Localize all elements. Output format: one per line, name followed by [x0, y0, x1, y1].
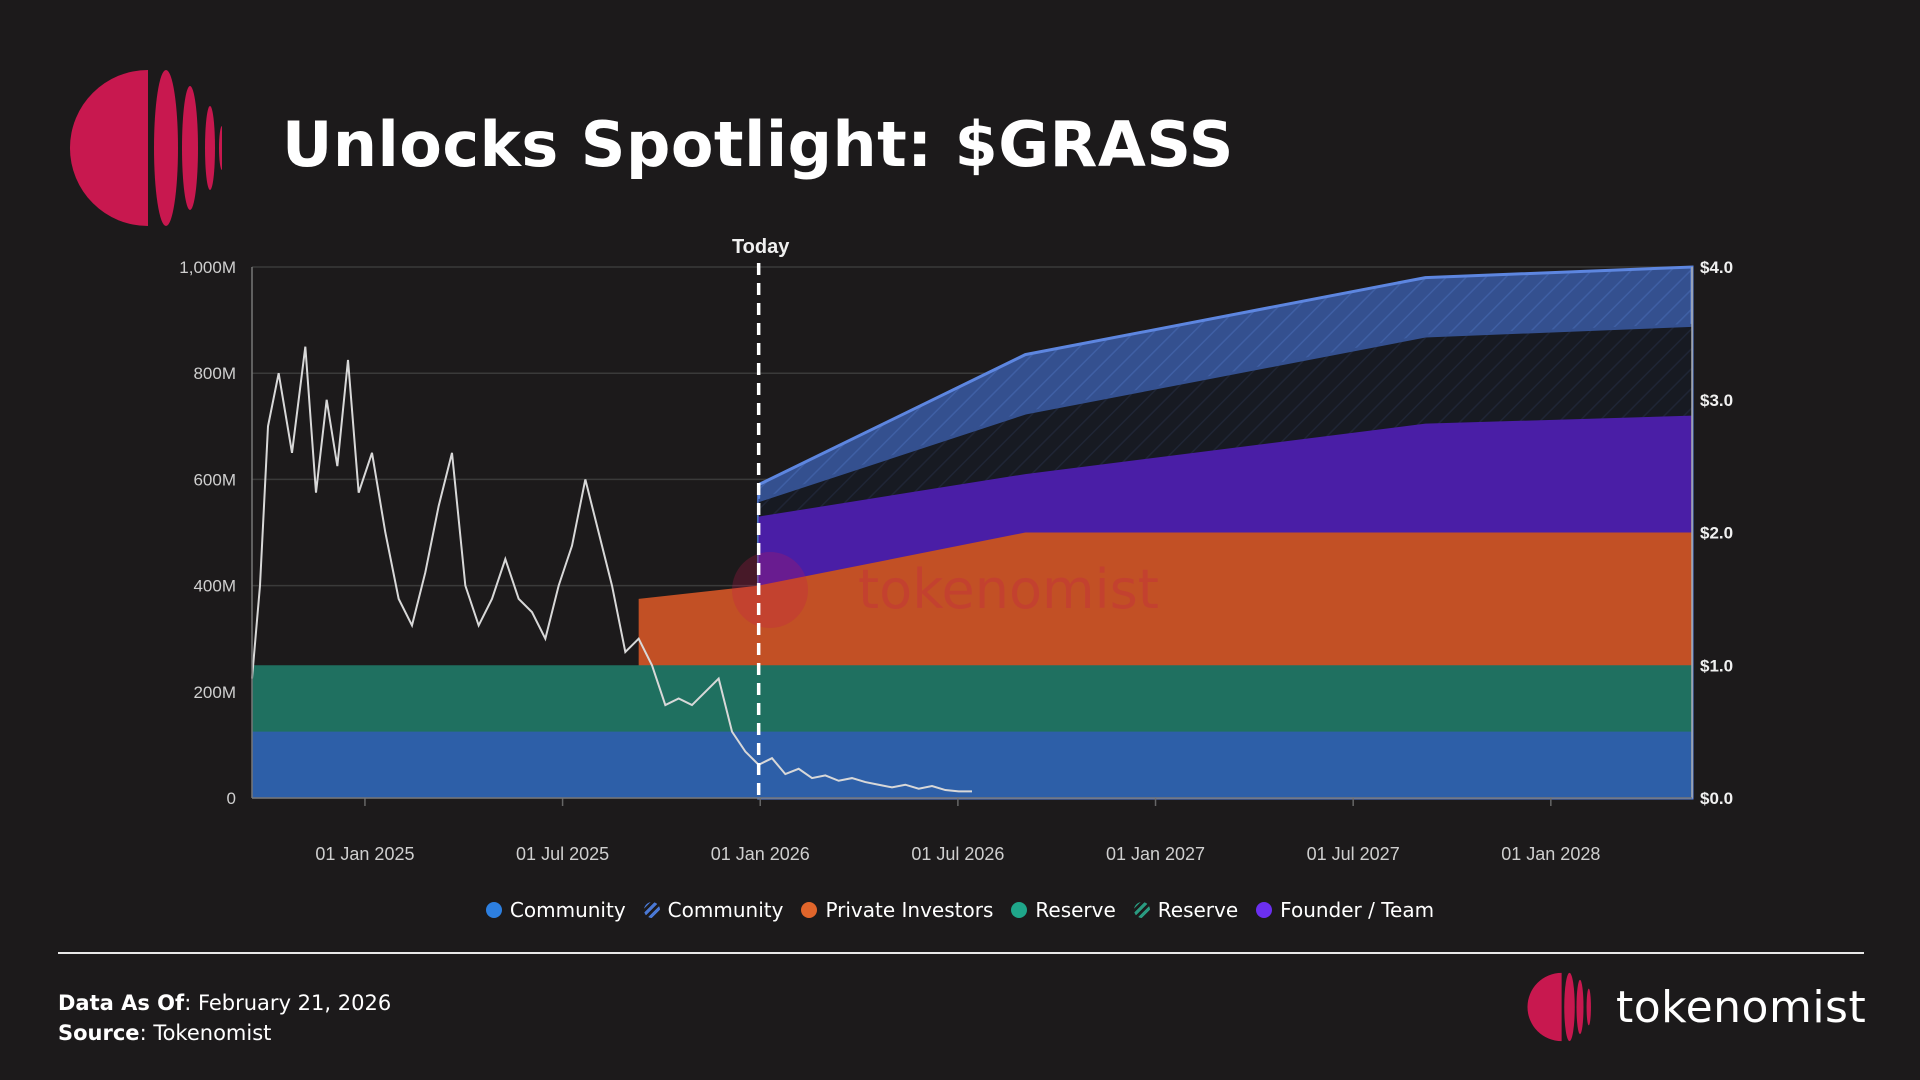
legend-swatch [643, 902, 660, 918]
x-tick-label: 01 Jan 2028 [1501, 844, 1600, 864]
x-tick-label: 01 Jul 2025 [516, 844, 609, 864]
legend-item[interactable]: Founder / Team [1256, 898, 1434, 922]
y-right-tick-label: $2.0 [1700, 524, 1733, 543]
y-left-tick-label: 600M [193, 470, 236, 489]
legend-label: Founder / Team [1280, 898, 1435, 922]
hatched-reserve-outline [758, 323, 1693, 503]
x-tick-label: 01 Jul 2027 [1307, 844, 1400, 864]
data-as-of-value: : February 21, 2026 [184, 991, 392, 1015]
y-right-tick-label: $4.0 [1700, 258, 1733, 277]
legend-item[interactable]: Community [485, 898, 626, 922]
x-tick-label: 01 Jul 2026 [911, 844, 1004, 864]
today-label: Today [732, 236, 790, 258]
legend-label: Community [667, 898, 784, 922]
legend-swatch [485, 902, 502, 918]
x-tick-label: 01 Jan 2026 [711, 844, 810, 864]
y-right-tick-label: $0.0 [1700, 789, 1733, 808]
legend-swatch [801, 902, 818, 918]
chart-legend: Community Community Private Investors Reser… [0, 898, 1920, 922]
brand-mark: tokenomist [1524, 972, 1866, 1042]
area-community-solid [252, 731, 1692, 798]
axes: 0 200M 400M 600M 800M 1,000M $0.0 $1.0 $2.0 $3.0 $… [179, 258, 1733, 864]
footer-divider [58, 952, 1864, 954]
legend-label: Community [509, 898, 626, 922]
price-line [251, 346, 972, 793]
legend-item[interactable]: Community [643, 898, 784, 922]
y-left-tick-label: 0 [227, 789, 236, 808]
watermark-text: tokenomist [858, 558, 1159, 621]
brand-name: tokenomist [1616, 981, 1867, 1033]
y-left-tick-label: 1,000M [179, 258, 236, 277]
legend-swatch [1011, 902, 1028, 918]
area-series [252, 265, 1694, 800]
watermark: tokenomist [732, 552, 1159, 628]
source-value: : Tokenomist [139, 1021, 272, 1045]
legend-swatch [1133, 902, 1150, 918]
x-tick-label: 01 Jan 2027 [1106, 844, 1205, 864]
footer-info: Data As Of: February 21, 2026 Source: To… [58, 988, 391, 1048]
legend-item[interactable]: Reserve [1133, 898, 1239, 922]
price-line-layer [251, 346, 972, 793]
y-right-tick-label: $1.0 [1700, 656, 1733, 675]
legend-label: Reserve [1035, 898, 1116, 922]
today-marker: Today [732, 236, 790, 798]
page-title: Unlocks Spotlight: $GRASS [282, 108, 1234, 181]
legend-label: Reserve [1157, 898, 1239, 922]
legend-item[interactable]: Private Investors [801, 898, 993, 922]
x-tick-label: 01 Jan 2025 [315, 844, 414, 864]
y-left-tick-label: 800M [193, 364, 236, 383]
legend-item[interactable]: Reserve [1011, 898, 1116, 922]
watermark-logo-icon [732, 552, 808, 628]
legend-swatch [1256, 902, 1273, 918]
legend-label: Private Investors [825, 898, 994, 922]
source-label: Source [58, 1021, 140, 1045]
tokenomist-logo-icon [1527, 972, 1591, 1042]
y-left-tick-label: 200M [193, 683, 236, 702]
tokenomist-logo-icon [69, 69, 222, 226]
y-left-tick-label: 400M [193, 577, 236, 596]
y-right-tick-label: $3.0 [1700, 391, 1733, 410]
data-as-of-label: Data As Of [58, 991, 185, 1015]
